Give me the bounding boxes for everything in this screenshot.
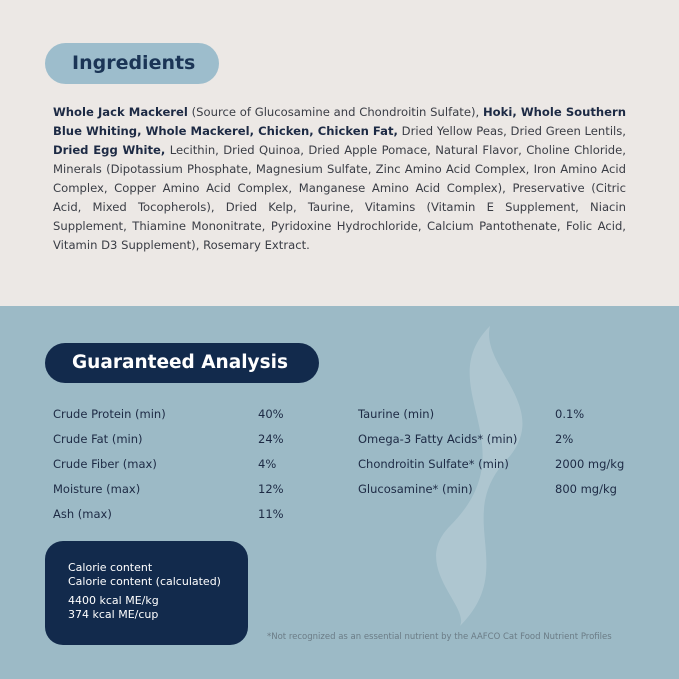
ingredient-bold: Dried Egg White, bbox=[53, 143, 166, 157]
ingredients-text: Whole Jack Mackerel (Source of Glucosami… bbox=[53, 103, 626, 255]
nutrient-value: 0.1% bbox=[555, 407, 585, 421]
nutrient-value: 40% bbox=[258, 407, 284, 421]
calorie-label: Calorie content bbox=[68, 561, 153, 574]
analysis-section: Guaranteed Analysis Crude Protein (min) 4… bbox=[0, 306, 679, 679]
nutrient-value: 12% bbox=[258, 482, 284, 496]
nutrient-label: Crude Fiber (max) bbox=[53, 457, 157, 471]
nutrient-label: Taurine (min) bbox=[358, 407, 435, 421]
nutrient-label: Crude Protein (min) bbox=[53, 407, 166, 421]
footnote: *Not recognized as an essential nutrient… bbox=[267, 632, 612, 642]
ingredient-text: (Source of Glucosamine and Chondroitin S… bbox=[187, 105, 483, 119]
calorie-box: Calorie content Calorie content (calcula… bbox=[45, 541, 248, 645]
ingredients-section: Ingredients Whole Jack Mackerel (Source … bbox=[0, 0, 679, 306]
nutrient-label: Chondroitin Sulfate* (min) bbox=[358, 457, 509, 471]
nutrient-label: Crude Fat (min) bbox=[53, 432, 143, 446]
nutrient-label: Omega-3 Fatty Acids* (min) bbox=[358, 432, 518, 446]
analysis-heading: Guaranteed Analysis bbox=[45, 343, 319, 383]
nutrient-label: Glucosamine* (min) bbox=[358, 482, 473, 496]
nutrient-value: 11% bbox=[258, 507, 284, 521]
nutrient-value: 2000 mg/kg bbox=[555, 457, 625, 471]
nutrient-value: 4% bbox=[258, 457, 277, 471]
calorie-calculated-label: Calorie content (calculated) bbox=[68, 575, 221, 588]
nutrient-value: 24% bbox=[258, 432, 284, 446]
nutrient-value: 800 mg/kg bbox=[555, 482, 617, 496]
calorie-per-kg: 4400 kcal ME/kg bbox=[68, 594, 159, 607]
calorie-per-cup: 374 kcal ME/cup bbox=[68, 608, 159, 621]
ingredient-bold: Whole Jack Mackerel bbox=[53, 105, 188, 119]
ingredient-text: Dried Yellow Peas, Dried Green Lentils, bbox=[397, 124, 626, 138]
nutrient-value: 2% bbox=[555, 432, 574, 446]
ingredients-heading: Ingredients bbox=[45, 43, 219, 84]
nutrient-label: Moisture (max) bbox=[53, 482, 141, 496]
ingredient-text: Lecithin, Dried Quinoa, Dried Apple Poma… bbox=[53, 143, 626, 252]
nutrient-label: Ash (max) bbox=[53, 507, 112, 521]
ingredient-bold: Hoki, Whole Southern Blue Whiting, Whole… bbox=[53, 105, 627, 138]
flame-watermark-icon bbox=[436, 326, 523, 626]
